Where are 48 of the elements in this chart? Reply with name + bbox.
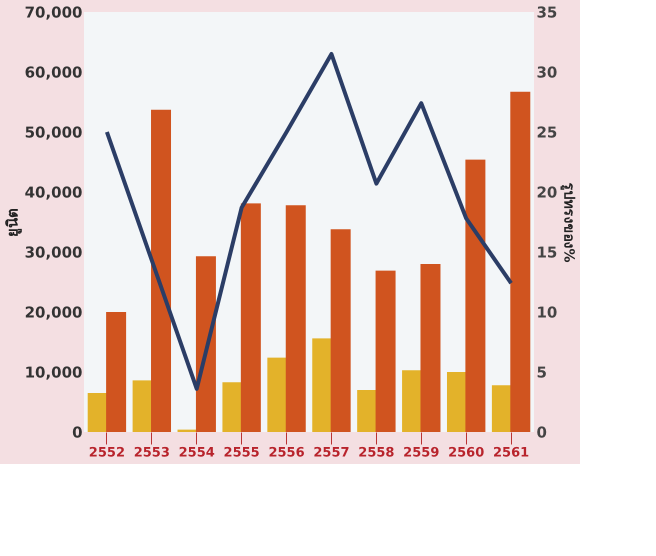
bar — [286, 205, 306, 432]
bar — [132, 380, 153, 432]
bar — [465, 160, 486, 432]
y-tick-label: 60,000 — [24, 64, 82, 82]
bar — [402, 370, 422, 432]
x-tick-label: 2561 — [493, 446, 530, 460]
y-tick-label: 10,000 — [24, 364, 82, 382]
bar — [196, 256, 216, 432]
y-tick-label: 40,000 — [24, 184, 82, 202]
bar — [151, 110, 172, 432]
y-axis-title: ยูนิต — [4, 208, 23, 237]
x-tick-label: 2554 — [178, 446, 215, 460]
x-tick-label: 2558 — [358, 446, 394, 460]
y-tick-label: 50,000 — [24, 124, 82, 142]
x-tick-label: 2560 — [448, 446, 484, 460]
y-tick-label: 70,000 — [24, 4, 82, 22]
bar — [267, 358, 288, 432]
bar — [330, 229, 351, 432]
bar — [446, 372, 467, 432]
y-tick-label: 20,000 — [24, 304, 82, 322]
bar — [106, 312, 126, 432]
y-tick-label: 30,000 — [24, 244, 82, 262]
line-series — [104, 52, 514, 391]
x-tick-label: 2557 — [313, 446, 350, 460]
x-tick-label: 2555 — [224, 446, 260, 460]
x-tick-label: 2556 — [268, 446, 305, 460]
bar — [357, 390, 378, 432]
bar — [492, 385, 512, 432]
x-tick-label: 2553 — [134, 446, 170, 460]
y2-tick-label: 0 — [536, 424, 547, 442]
y2-tick-label: 15 — [536, 244, 558, 262]
y2-tick-label: 10 — [536, 304, 558, 322]
bar — [376, 270, 396, 432]
x-tick-label: 2552 — [88, 446, 125, 460]
bar — [88, 393, 108, 432]
y-tick-label: 0 — [72, 424, 82, 442]
bar — [240, 203, 261, 432]
bar — [420, 264, 440, 432]
bar — [510, 92, 530, 432]
y2-tick-label: 5 — [536, 364, 547, 382]
x-tick-label: 2559 — [403, 446, 440, 460]
y2-tick-label: 20 — [536, 184, 558, 202]
bar — [312, 338, 332, 432]
y2-tick-label: 25 — [536, 124, 558, 142]
y2-tick-label: 35 — [536, 4, 558, 22]
bar — [222, 382, 242, 432]
y2-tick-label: 30 — [536, 64, 558, 82]
y2-axis-title: รูปทรงของ% — [560, 182, 576, 263]
